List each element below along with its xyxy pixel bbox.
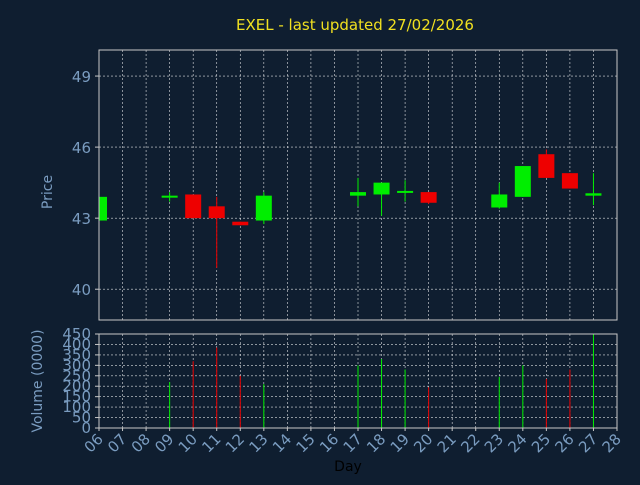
candle-body: [185, 194, 202, 219]
candle-body: [99, 196, 107, 221]
volume-bars: [169, 334, 594, 428]
volume-tick-label: 50: [72, 409, 91, 427]
chart-title: EXEL - last updated 27/02/2026: [236, 16, 474, 34]
price-y-ticks: 40 43 46 49: [72, 68, 99, 299]
candle-body: [561, 173, 578, 189]
candle-body: [350, 192, 366, 196]
candle-body: [161, 195, 178, 198]
candle-body: [514, 166, 531, 197]
candle-body: [208, 206, 225, 219]
candle-body: [420, 192, 437, 203]
price-axis-label: Price: [40, 175, 56, 209]
volume-tick-label: 300: [62, 356, 91, 374]
price-tick-label: 46: [72, 139, 91, 157]
candle-body: [585, 193, 602, 196]
price-grid: [98, 50, 618, 320]
volume-tick-label: 200: [62, 377, 91, 395]
volume-tick-label: 100: [62, 398, 91, 416]
volume-tick-label: 150: [62, 388, 91, 406]
candle-body: [255, 195, 272, 221]
volume-axis-label: Volume (0000): [30, 329, 46, 432]
price-tick-label: 43: [72, 210, 91, 228]
candle-body: [232, 221, 249, 226]
volume-tick-label: 400: [62, 335, 91, 353]
candle-body: [397, 190, 414, 193]
price-tick-label: 49: [72, 68, 91, 86]
candle-body: [491, 194, 508, 208]
candle-body: [538, 154, 555, 178]
candle-body: [373, 182, 390, 195]
volume-tick-label: 250: [62, 367, 91, 385]
volume-tick-label: 350: [62, 346, 91, 364]
volume-tick-label: 0: [81, 419, 91, 437]
candles: [98, 149, 602, 268]
volume-tick-label: 450: [62, 325, 91, 343]
price-tick-label: 40: [72, 281, 91, 299]
price-panel-frame: [98, 49, 618, 321]
x-axis-label: Day: [334, 459, 362, 475]
x-ticks: 0607080910111213141516171819202122232425…: [81, 428, 625, 456]
